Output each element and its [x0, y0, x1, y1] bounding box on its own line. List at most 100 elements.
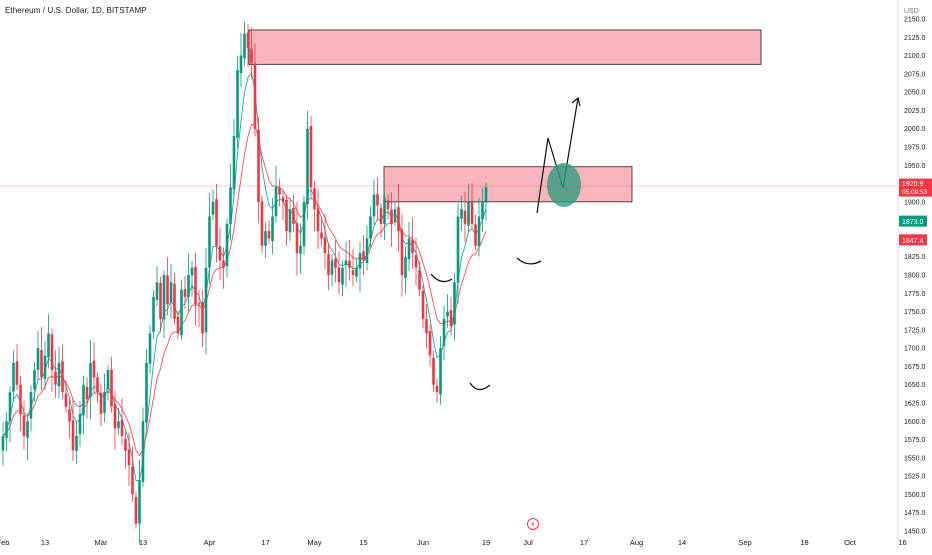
price-tick-label: 1625.0	[904, 401, 926, 408]
candle	[183, 276, 187, 309]
time-tick-label: Apr	[204, 538, 216, 547]
time-axis[interactable]: Feb 13 Mar 13 Apr 17 May 15 Jun 19 Jul 17 Aug 14 Sep 18…	[0, 538, 907, 547]
candle	[446, 294, 449, 328]
candle-body	[379, 207, 383, 224]
candle-body	[19, 384, 22, 414]
candle	[383, 193, 386, 241]
candle	[124, 431, 127, 469]
candle-body	[236, 70, 239, 138]
candle-body	[355, 267, 358, 277]
candle-body	[341, 267, 344, 285]
candle	[71, 397, 75, 462]
price-tick-label: 1950.0	[904, 163, 926, 170]
candle	[453, 273, 456, 341]
currency-label: USD	[904, 8, 919, 15]
candle-body	[407, 238, 411, 260]
candle-body	[292, 207, 295, 224]
candle	[295, 201, 299, 276]
drawings-layer	[430, 96, 581, 391]
candle-body	[61, 361, 64, 393]
candle	[355, 258, 358, 282]
candle-body	[78, 413, 82, 434]
candle	[159, 276, 162, 333]
zones-layer	[248, 29, 762, 203]
candle	[327, 243, 330, 290]
candle	[302, 195, 306, 255]
candle	[26, 415, 29, 461]
candle-body	[285, 199, 288, 232]
candle	[75, 422, 78, 464]
candle-body	[362, 251, 365, 261]
candle	[246, 23, 250, 67]
candle	[341, 260, 344, 297]
candle-body	[414, 255, 418, 268]
candle-body	[120, 419, 124, 436]
candle	[421, 285, 425, 329]
candle	[134, 491, 138, 529]
candle-body	[22, 415, 26, 436]
candle	[334, 239, 337, 283]
price-tick-label: 2075.0	[904, 71, 926, 78]
ma-slow-value: 1847.4	[902, 238, 924, 245]
candle-body	[92, 360, 96, 378]
candle	[40, 326, 43, 391]
candle	[306, 110, 309, 220]
candle-body	[456, 216, 460, 283]
candle-body	[348, 260, 351, 268]
candle-body	[232, 136, 236, 190]
candle-body	[358, 253, 362, 269]
candle	[292, 194, 295, 233]
candle	[456, 203, 460, 304]
time-tick-label: Jun	[417, 538, 429, 547]
candle-body	[225, 223, 229, 267]
candle	[43, 340, 47, 390]
candle-body	[467, 201, 470, 226]
time-tick-label: 19	[482, 538, 490, 547]
candle-body	[274, 187, 278, 217]
flash-icon[interactable]	[527, 518, 539, 530]
candle-body	[474, 224, 477, 246]
candle-body	[442, 318, 446, 347]
candle	[19, 375, 22, 432]
candle-body	[229, 187, 232, 224]
candle	[110, 356, 113, 413]
candle	[274, 165, 278, 223]
candle	[5, 412, 8, 451]
candle-body	[316, 208, 320, 232]
candle	[449, 296, 453, 336]
target-circle-marker	[547, 163, 581, 207]
candle-body	[250, 49, 253, 63]
price-tick-label: 1600.0	[904, 419, 926, 426]
price-tick-label: 1575.0	[904, 437, 926, 444]
candle-body	[36, 348, 40, 370]
price-tick-label: 1525.0	[904, 474, 926, 481]
candle-body	[351, 270, 355, 275]
candle	[50, 328, 54, 393]
candle	[463, 191, 467, 242]
candle-body	[68, 409, 71, 422]
time-tick-label: Jul	[523, 538, 533, 547]
candle	[379, 203, 383, 238]
candle-body	[309, 125, 313, 188]
candle-body	[260, 201, 264, 246]
candle-body	[187, 275, 190, 297]
candle	[362, 235, 365, 276]
time-tick-label: Sep	[738, 538, 751, 547]
candle	[152, 289, 155, 340]
candle	[271, 197, 274, 255]
candle-body	[313, 188, 316, 210]
candle	[197, 290, 201, 328]
candle-body	[439, 348, 442, 395]
time-tick-label: 13	[139, 538, 147, 547]
time-tick-label: 13	[41, 538, 49, 547]
candle-body	[470, 202, 474, 224]
candle	[166, 256, 169, 316]
candle-body	[299, 245, 302, 254]
candle	[57, 346, 61, 399]
candle	[439, 335, 442, 405]
price-tick-label: 1500.0	[904, 492, 926, 499]
candle	[260, 195, 264, 254]
